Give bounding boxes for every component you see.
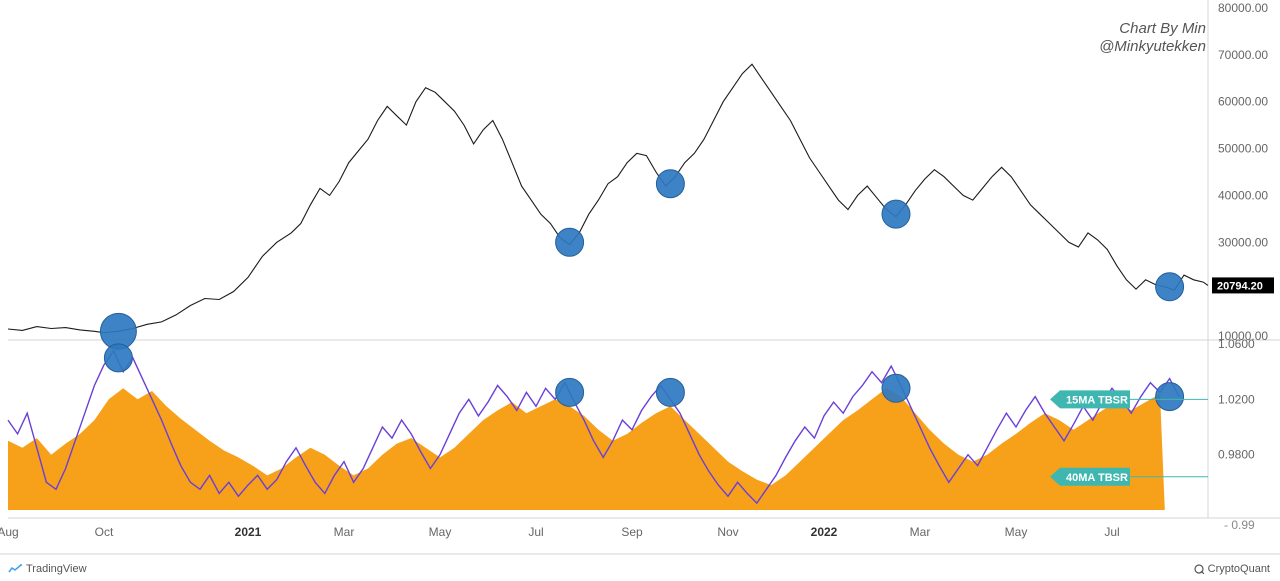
marker-bottom — [882, 374, 910, 402]
marker-top — [882, 200, 910, 228]
marker-bottom — [656, 378, 684, 406]
tradingview-icon — [8, 564, 22, 574]
top-ytick-label: 40000.00 — [1218, 188, 1268, 202]
price-line — [8, 64, 1208, 333]
xaxis-label: Sep — [621, 525, 643, 539]
chart-container: 10000.0030000.0040000.0050000.0060000.00… — [0, 0, 1280, 581]
indicator-badge-label: 15MA TBSR — [1066, 394, 1128, 406]
bottom-extra-tick: - 0.99 — [1224, 518, 1255, 532]
attribution: Chart By Min @Minkyutekken — [1099, 20, 1206, 56]
marker-top — [1156, 273, 1184, 301]
footer-right: CryptoQuant — [1194, 563, 1270, 575]
attribution-line2: @Minkyutekken — [1099, 38, 1206, 56]
top-ytick-label: 80000.00 — [1218, 1, 1268, 15]
top-ytick-label: 70000.00 — [1218, 48, 1268, 62]
indicator-area — [8, 388, 1165, 510]
xaxis-label: Jul — [1104, 525, 1119, 539]
bottom-ytick-label: 1.0200 — [1218, 392, 1255, 406]
xaxis-label: 2022 — [811, 525, 838, 539]
indicator-badge-label: 40MA TBSR — [1066, 472, 1128, 484]
attribution-line1: Chart By Min — [1099, 20, 1206, 38]
marker-bottom — [104, 344, 132, 372]
bottom-ytick-label: 1.0600 — [1218, 337, 1255, 351]
marker-top — [556, 228, 584, 256]
marker-bottom — [556, 378, 584, 406]
xaxis-label: May — [429, 525, 452, 539]
xaxis-label: Aug — [0, 525, 19, 539]
xaxis-label: Mar — [910, 525, 931, 539]
footer-left-label: TradingView — [26, 563, 87, 575]
marker-top — [656, 170, 684, 198]
top-ytick-label: 60000.00 — [1218, 95, 1268, 109]
bottom-ytick-label: 0.9800 — [1218, 448, 1255, 462]
price-badge-label: 20794.20 — [1217, 280, 1263, 292]
xaxis-label: May — [1005, 525, 1028, 539]
xaxis-label: Oct — [95, 525, 114, 539]
xaxis-label: Nov — [717, 525, 738, 539]
footer-left: TradingView — [8, 563, 87, 575]
xaxis-label: Jul — [528, 525, 543, 539]
top-ytick-label: 30000.00 — [1218, 235, 1268, 249]
marker-bottom — [1156, 383, 1184, 411]
cryptoquant-icon — [1194, 564, 1204, 574]
top-ytick-label: 50000.00 — [1218, 142, 1268, 156]
xaxis-label: 2021 — [235, 525, 262, 539]
footer-right-label: CryptoQuant — [1208, 563, 1270, 575]
chart-svg: 10000.0030000.0040000.0050000.0060000.00… — [0, 0, 1280, 581]
xaxis-label: Mar — [334, 525, 355, 539]
